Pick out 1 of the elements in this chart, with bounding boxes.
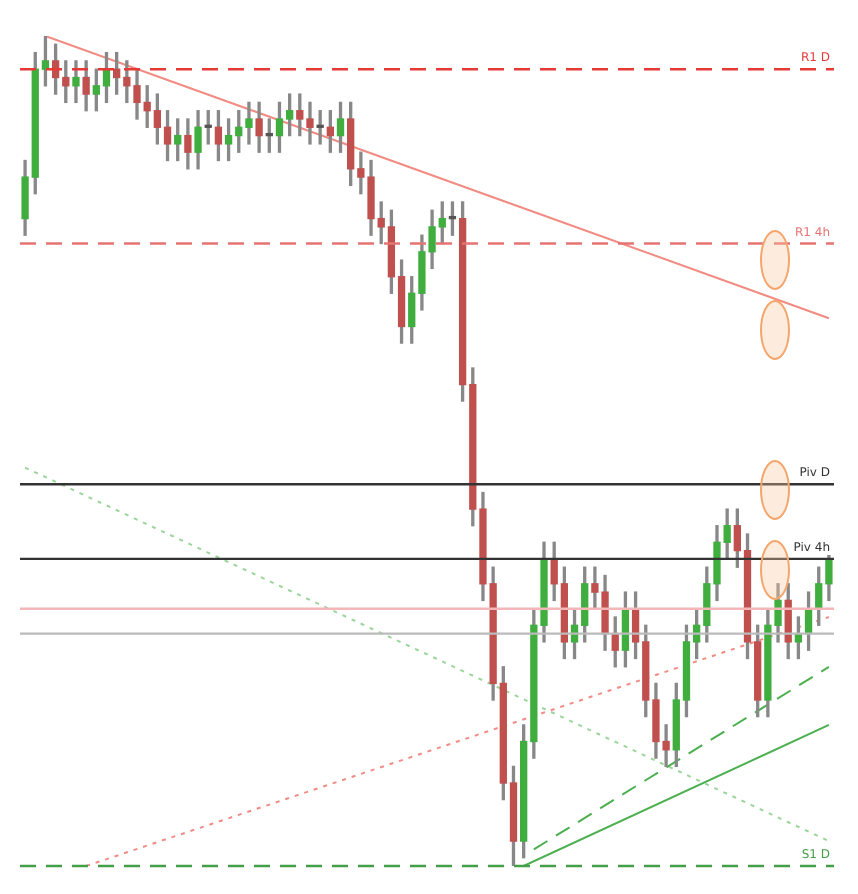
candlestick <box>72 60 80 104</box>
